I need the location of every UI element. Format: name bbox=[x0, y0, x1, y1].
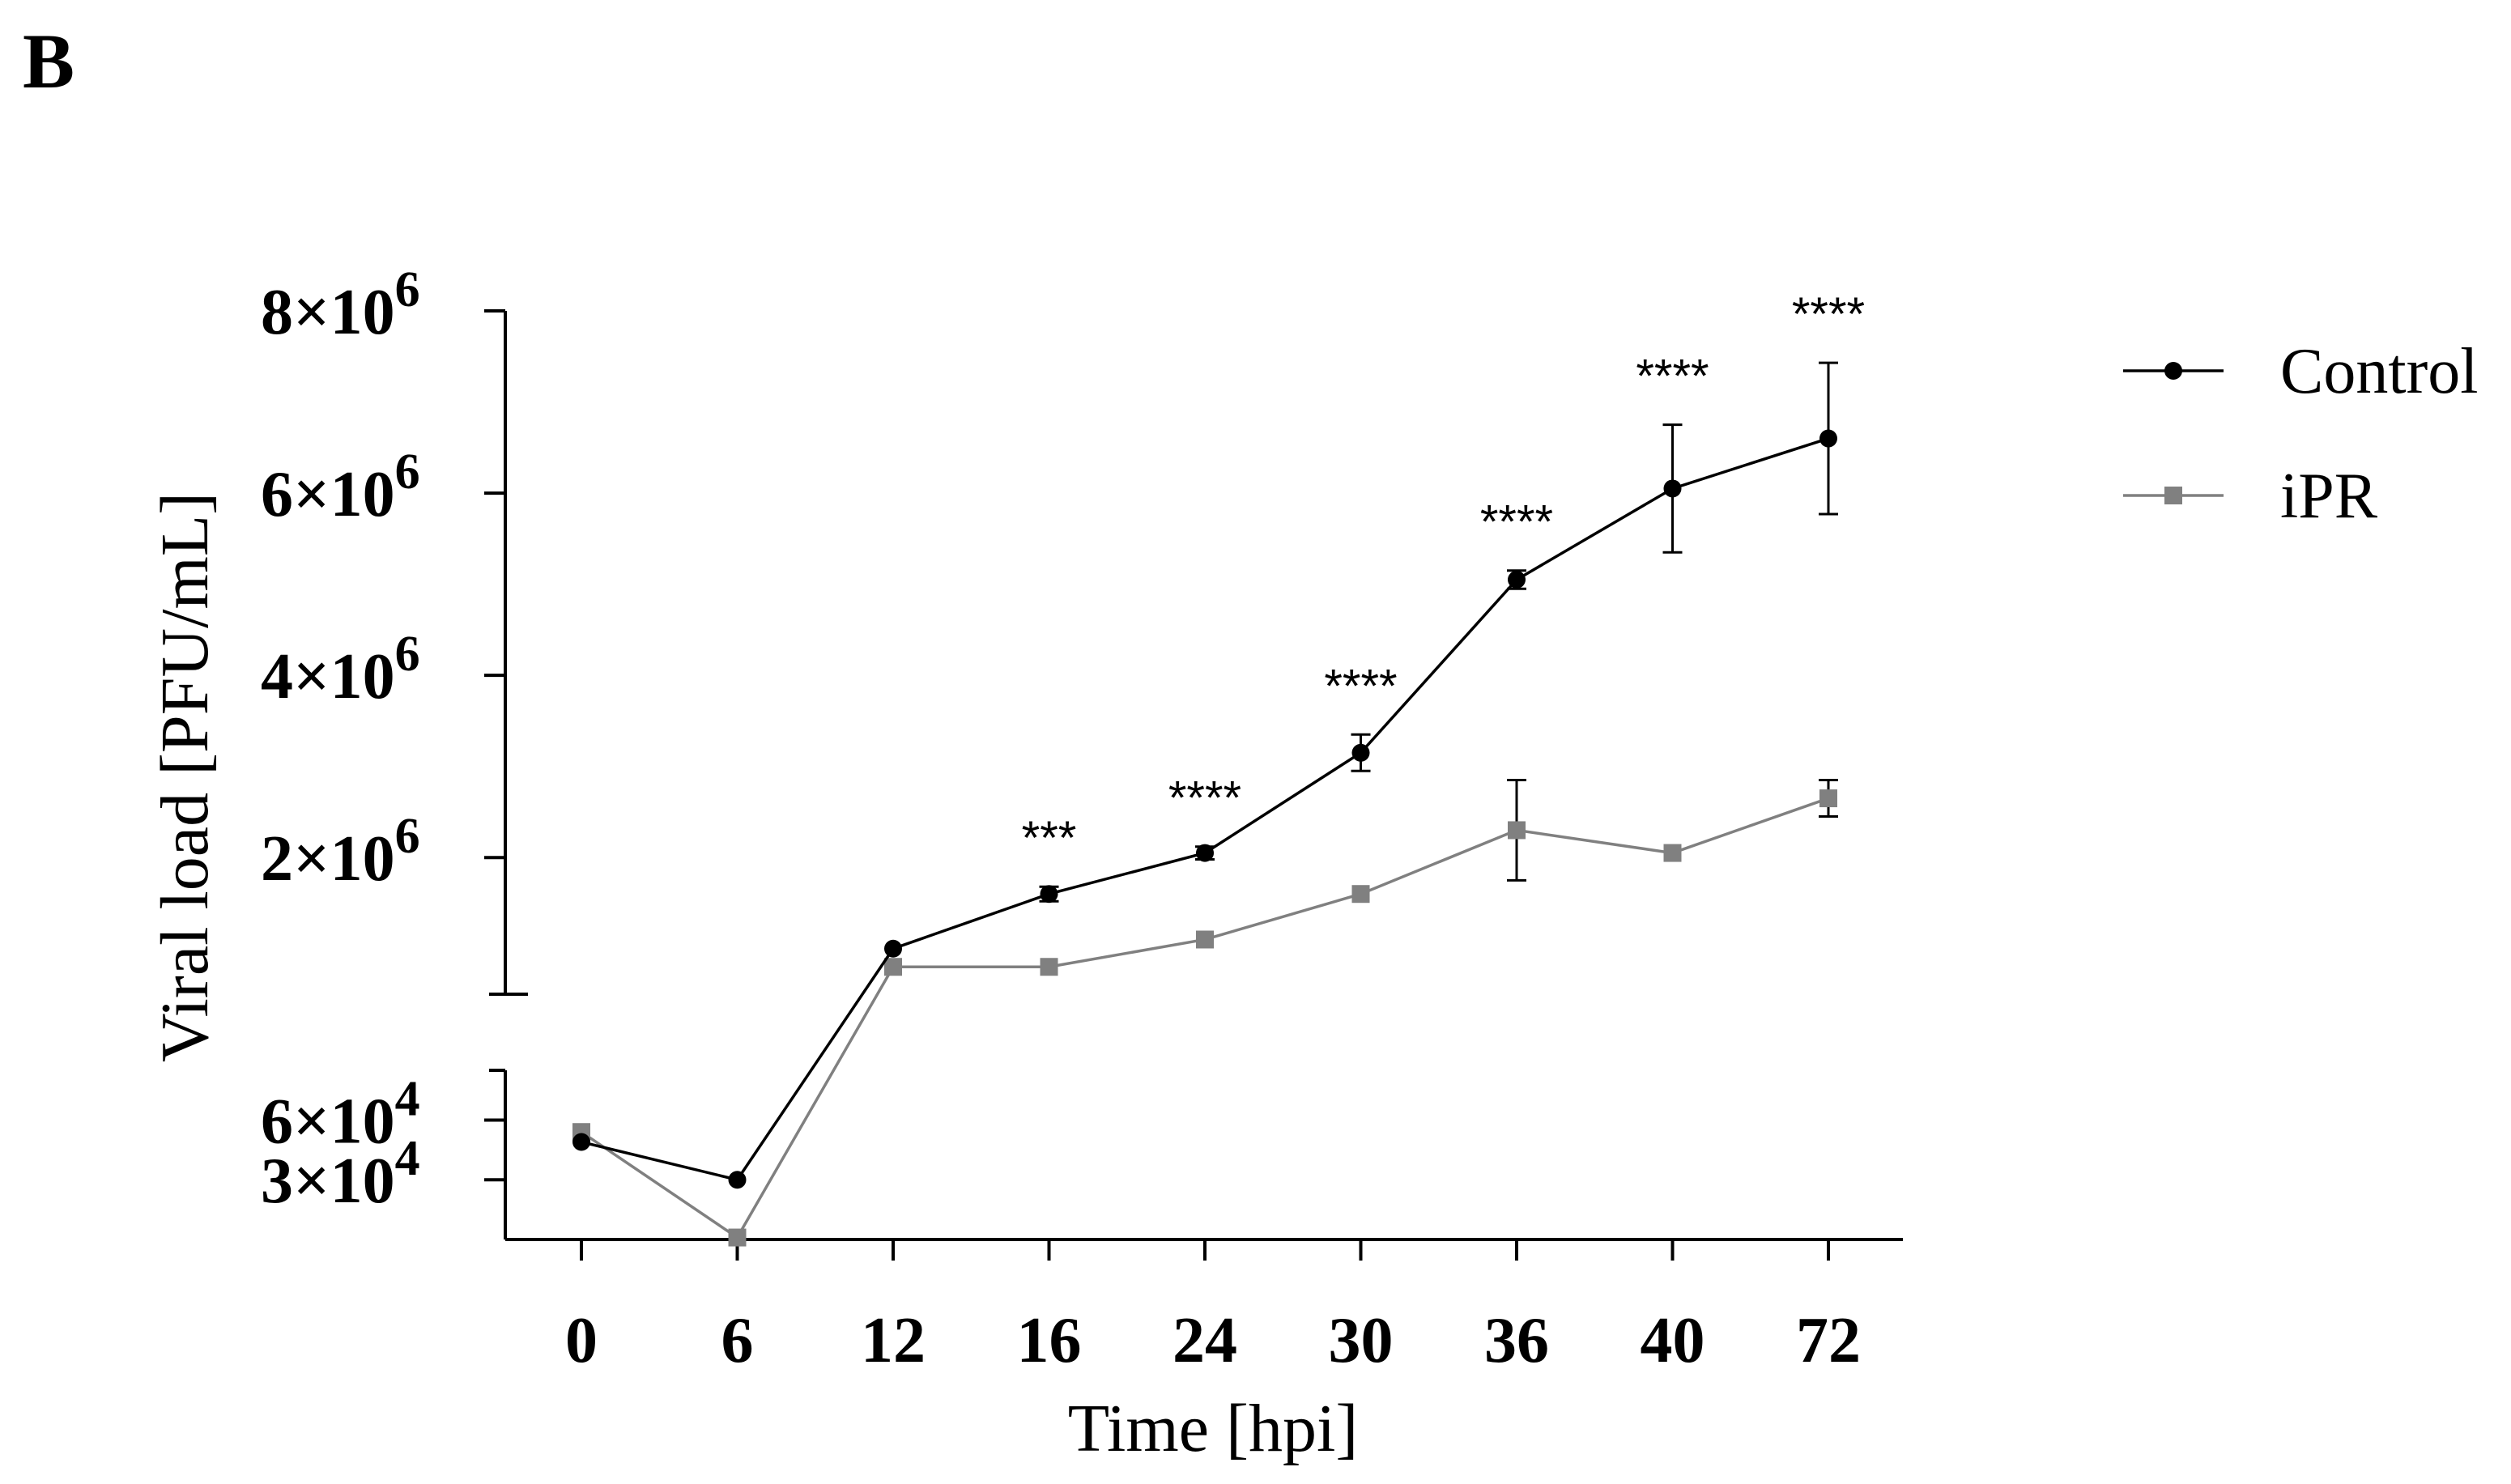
significance-label: **** bbox=[1636, 351, 1709, 403]
y-tick-label: 6×104 bbox=[261, 1071, 420, 1157]
x-tick-label: 0 bbox=[565, 1305, 598, 1376]
data-point-control bbox=[1351, 743, 1370, 762]
series-layer bbox=[572, 361, 1838, 1247]
y-tick-label: 6×106 bbox=[261, 444, 420, 530]
series-line-ipr bbox=[581, 797, 1829, 1240]
x-tick-label: 40 bbox=[1641, 1305, 1705, 1376]
data-point-control bbox=[884, 939, 902, 958]
significance-label: **** bbox=[1792, 288, 1865, 341]
data-point-ipr bbox=[1351, 885, 1370, 904]
data-point-ipr bbox=[884, 958, 902, 976]
x-axis-label: Time [hpi] bbox=[1068, 1391, 1359, 1466]
legend-item-ipr: iPR bbox=[2123, 461, 2378, 532]
x-tick-label: 6 bbox=[721, 1305, 754, 1376]
annotations: *********************** bbox=[1022, 288, 1866, 865]
legend: Control iPR bbox=[2123, 336, 2478, 532]
data-point-control bbox=[728, 1171, 747, 1189]
data-point-ipr bbox=[1819, 789, 1837, 808]
x-tick-label: 16 bbox=[1017, 1305, 1082, 1376]
data-point-control bbox=[1508, 570, 1526, 589]
legend-label: iPR bbox=[2280, 461, 2378, 532]
data-point-ipr bbox=[1040, 958, 1058, 976]
significance-label: *** bbox=[1022, 812, 1077, 865]
data-point-ipr bbox=[1508, 821, 1526, 840]
data-point-control bbox=[1663, 479, 1682, 498]
x-tick-label: 72 bbox=[1796, 1305, 1861, 1376]
y-tick-label: 4×106 bbox=[261, 627, 420, 712]
y-axis-label: Viral load [PFU/mL] bbox=[147, 492, 223, 1062]
data-point-control bbox=[1819, 429, 1837, 448]
x-tick-label: 30 bbox=[1329, 1305, 1394, 1376]
x-tick-label: 24 bbox=[1173, 1305, 1237, 1376]
y-tick-label: 2×106 bbox=[261, 809, 420, 895]
x-tick-labels: 0 6 12 16 24 30 36 40 72 bbox=[565, 1305, 1861, 1376]
data-point-control bbox=[1196, 844, 1214, 862]
legend-marker bbox=[2164, 487, 2182, 504]
y-tick-label: 8×106 bbox=[261, 262, 420, 348]
legend-item-control: Control bbox=[2123, 336, 2478, 407]
series-control bbox=[572, 361, 1838, 1189]
data-point-ipr bbox=[1196, 930, 1214, 949]
legend-label: Control bbox=[2280, 336, 2478, 407]
significance-label: **** bbox=[1168, 772, 1241, 825]
data-point-ipr bbox=[1663, 844, 1682, 862]
series-ipr bbox=[572, 779, 1838, 1247]
y-tick-label: 3×104 bbox=[261, 1131, 420, 1217]
x-tick-label: 12 bbox=[861, 1305, 926, 1376]
significance-label: **** bbox=[1324, 660, 1397, 712]
panel-label: B bbox=[23, 18, 74, 104]
legend-marker bbox=[2164, 362, 2182, 380]
significance-label: **** bbox=[1480, 496, 1553, 549]
data-point-ipr bbox=[728, 1228, 747, 1247]
data-point-control bbox=[572, 1133, 590, 1151]
x-tick-label: 36 bbox=[1484, 1305, 1549, 1376]
data-point-control bbox=[1040, 885, 1058, 904]
